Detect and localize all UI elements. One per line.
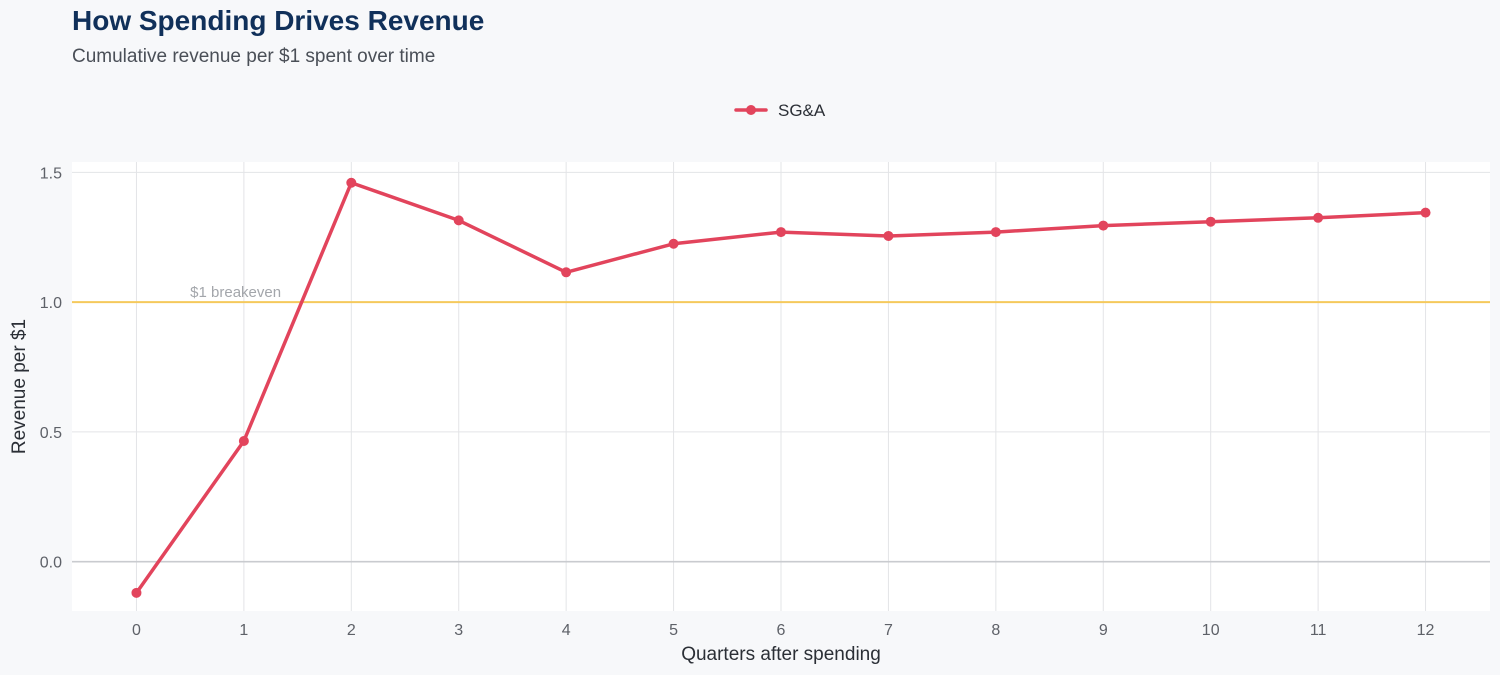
x-tick-label: 6 [777,622,786,639]
y-tick-label: 1.0 [40,295,62,312]
x-tick-label: 4 [562,622,571,639]
data-point [990,227,1001,238]
y-axis-title: Revenue per $1 [9,319,30,454]
data-point [883,230,894,241]
x-tick-label: 7 [884,622,893,639]
x-tick-label: 9 [1099,622,1108,639]
data-point [776,227,786,238]
data-point [453,215,464,226]
series-layer [131,177,1431,598]
data-point [238,436,249,447]
x-tick-label: 5 [669,622,678,639]
reference-layer: $1 breakeven [72,284,1490,563]
x-tick-label: 8 [991,622,1000,639]
x-tick-label: 12 [1417,622,1435,639]
y-tick-label: 1.5 [40,165,62,182]
chart-subtitle: Cumulative revenue per $1 spent over tim… [72,46,436,67]
legend-label: SG&A [778,101,826,120]
legend: SG&A [734,101,826,120]
data-point [1313,212,1324,223]
legend-swatch-point [746,105,756,115]
x-tick-label: 10 [1202,622,1220,639]
y-tick-label: 0.0 [40,555,62,572]
data-point [346,177,357,188]
data-point [668,238,679,249]
x-tick-label: 0 [132,622,141,639]
x-axis-title: Quarters after spending [681,644,881,665]
data-point [131,587,142,598]
x-tick-label: 11 [1310,622,1327,639]
data-point [1420,207,1431,218]
x-tick-label: 1 [239,622,248,639]
breakeven-label: $1 breakeven [190,284,281,301]
data-point [1205,216,1216,227]
y-tick-label: 0.5 [40,425,62,442]
data-point [1098,220,1109,231]
x-tick-label: 2 [347,622,356,639]
x-tick-label: 3 [454,622,463,639]
chart-title: How Spending Drives Revenue [72,5,485,36]
data-point [561,267,572,278]
